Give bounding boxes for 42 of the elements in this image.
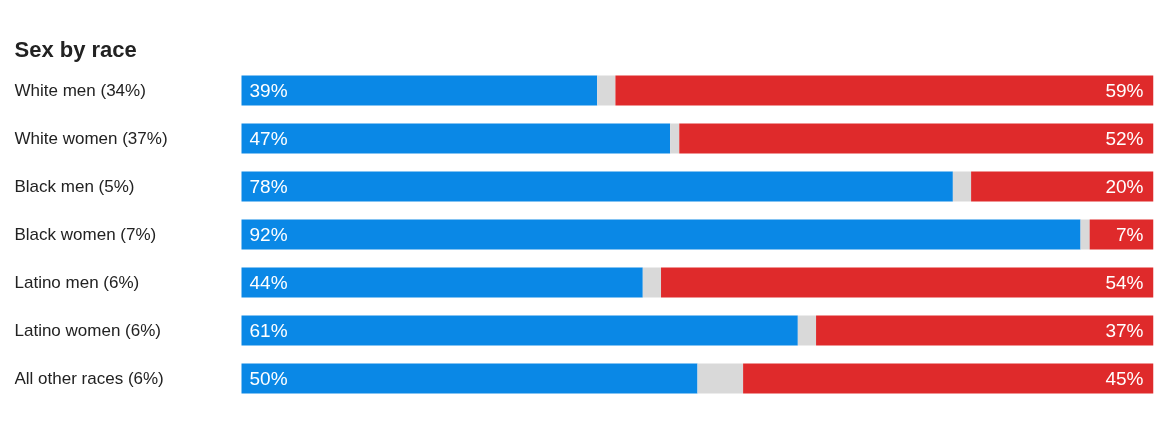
bar xyxy=(241,171,953,202)
y-tick-label: All other races (6%) xyxy=(14,369,164,388)
bar xyxy=(697,363,744,394)
bar xyxy=(241,267,643,298)
bar xyxy=(797,315,817,346)
y-tick-label: White men (34%) xyxy=(14,81,146,100)
data-label: 59% xyxy=(1105,80,1144,101)
data-label: 7% xyxy=(1116,224,1144,245)
bar xyxy=(971,171,1154,202)
bar xyxy=(241,315,798,346)
bar xyxy=(241,123,671,154)
data-label: 45% xyxy=(1105,368,1144,389)
data-label: 20% xyxy=(1105,176,1144,197)
bar xyxy=(241,363,698,394)
y-tick-label: Black men (5%) xyxy=(14,177,135,196)
bar xyxy=(816,315,1154,346)
bar xyxy=(642,267,662,298)
bar xyxy=(679,123,1154,154)
bar xyxy=(1080,219,1090,250)
bar xyxy=(661,267,1154,298)
data-label: 61% xyxy=(249,320,288,341)
data-label: 47% xyxy=(249,128,288,149)
data-label: 39% xyxy=(249,80,288,101)
y-tick-label: Latino men (6%) xyxy=(14,273,140,292)
bar xyxy=(241,75,598,106)
data-label: 52% xyxy=(1105,128,1144,149)
data-label: 37% xyxy=(1105,320,1144,341)
data-label: 54% xyxy=(1105,272,1144,293)
data-label: 50% xyxy=(249,368,288,389)
data-label: 78% xyxy=(249,176,288,197)
bar xyxy=(952,171,972,202)
data-label: 92% xyxy=(249,224,288,245)
bar xyxy=(597,75,616,106)
bar xyxy=(670,123,680,154)
data-label: 44% xyxy=(249,272,288,293)
bar xyxy=(743,363,1154,394)
y-tick-label: Black women (7%) xyxy=(14,225,157,244)
y-tick-label: White women (37%) xyxy=(14,129,168,148)
y-tick-label: Latino women (6%) xyxy=(14,321,161,340)
bar xyxy=(615,75,1154,106)
chart-title: Sex by race xyxy=(14,36,137,62)
bar xyxy=(241,219,1081,250)
